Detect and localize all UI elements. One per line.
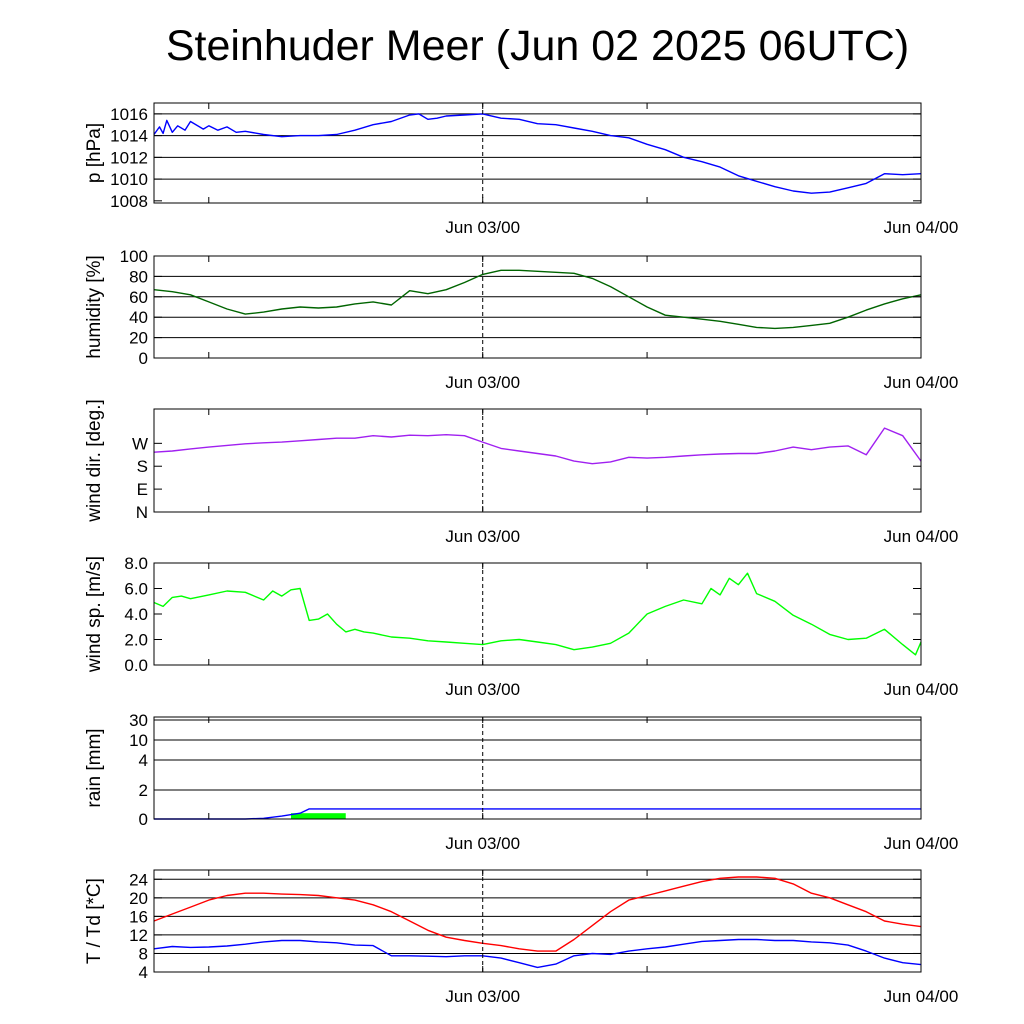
series-line-wind_direction-0 [153,427,922,465]
y-tick-label: 100 [120,247,148,266]
y-tick-label: E [137,480,148,499]
y-tick-label: 0.0 [124,656,148,675]
plot-frame [153,255,922,359]
y-tick-label: 80 [129,267,148,286]
x-tick-label: Jun 03/00 [445,680,520,699]
y-tick-label: 20 [129,329,148,348]
y-axis-title: wind dir. [deg.] [84,399,105,523]
x-tick-label: Jun 03/00 [445,373,520,392]
page-title: Steinhuder Meer (Jun 02 2025 06UTC) [165,22,910,70]
y-tick-label: 12 [129,926,148,945]
plot-frame [153,562,922,666]
plot-frame [153,408,922,513]
panel-wind_speed: 0.0 2.0 4.0 6.0 8.0 Jun 03/00 Jun 04/00 wind sp… [84,554,958,699]
rain-bar [290,813,346,819]
plot-frame [153,716,922,820]
y-axis-title: p [hPa] [84,123,105,183]
y-tick-label: 8.0 [124,554,148,573]
x-tick-label: Jun 04/00 [884,680,959,699]
y-tick-label: 1008 [110,192,148,211]
y-tick-label: 6.0 [124,580,148,599]
y-tick-label: 1010 [110,170,148,189]
x-tick-label: Jun 04/00 [884,218,959,237]
y-tick-label: 24 [129,870,148,889]
plot-frame [153,102,922,204]
panel-pressure: 1008 1010 1012 1014 1016 Jun 03/00 Jun 04/00 p … [84,102,959,237]
y-tick-label: 4.0 [124,605,148,624]
series-line-humidity-0 [153,269,922,330]
y-tick-label: 30 [129,711,148,730]
y-tick-label: 16 [129,907,148,926]
x-tick-label: Jun 04/00 [884,373,959,392]
y-tick-label: 40 [129,308,148,327]
x-tick-label: Jun 04/00 [884,834,959,853]
series-line-temperature-1 [153,938,922,969]
y-axis-title: rain [mm] [84,728,105,807]
y-axis-title: T / Td [*C] [84,878,105,964]
y-tick-label: 2 [139,781,148,800]
y-tick-label: 10 [129,731,148,750]
y-tick-label: 8 [139,944,148,963]
y-tick-label: 0 [139,810,148,829]
y-axis-title: wind sp. [m/s] [84,556,105,673]
y-tick-label: W [132,434,148,453]
x-tick-label: Jun 04/00 [884,527,959,546]
series-line-wind_speed-0 [153,572,922,656]
y-tick-label: 2.0 [124,631,148,650]
y-tick-label: 4 [139,963,148,982]
y-tick-label: N [136,503,148,522]
x-tick-label: Jun 04/00 [884,987,959,1006]
y-tick-label: 20 [129,889,148,908]
y-tick-label: S [137,457,148,476]
plot-frame [153,869,922,973]
series-line-rain-0 [154,808,921,820]
series-line-pressure-0 [153,113,922,194]
x-tick-label: Jun 03/00 [445,527,520,546]
y-tick-label: 0 [139,349,148,368]
x-tick-label: Jun 03/00 [445,834,520,853]
x-tick-label: Jun 03/00 [445,987,520,1006]
y-tick-label: 4 [139,751,148,770]
series-line-temperature-0 [153,876,922,952]
y-tick-label: 1012 [110,148,148,167]
x-tick-label: Jun 03/00 [445,218,520,237]
y-axis-title: humidity [%] [84,255,105,358]
y-tick-label: 60 [129,288,148,307]
y-tick-label: 1014 [110,127,148,146]
y-tick-label: 1016 [110,105,148,124]
